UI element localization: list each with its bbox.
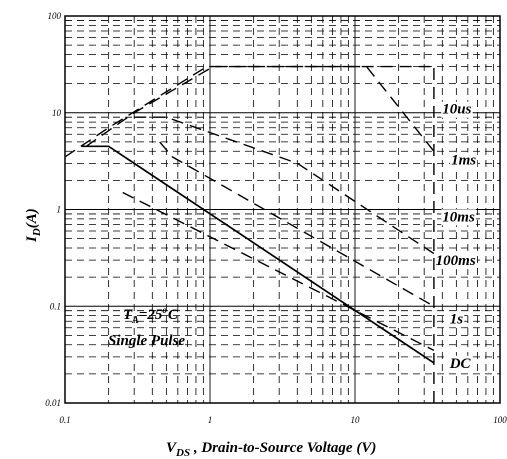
curve-label-background [450, 152, 478, 169]
annotation-unit: C [168, 307, 179, 323]
x-axis-label-main: V [166, 440, 178, 456]
series-dc [81, 145, 435, 364]
annotation-temperature: TA=25oC [123, 305, 179, 326]
y-tick-label: 0.1 [50, 301, 61, 311]
y-tick-label: 0.01 [45, 398, 61, 408]
x-tick-label: 100 [493, 415, 507, 425]
curve-label-dc: DC [447, 355, 473, 372]
series-1s [122, 191, 435, 352]
y-axis-label: ID(A) [24, 208, 43, 243]
series-group [64, 65, 435, 403]
y-axis-label-rest: (A) [24, 208, 40, 228]
series-10us [64, 65, 434, 158]
curve-label-text: 100ms [436, 253, 476, 269]
curve-label-text: DC [449, 356, 472, 372]
x-axis-label: VDS , Drain-to-Source Voltage (V) [166, 440, 376, 459]
curve-label-text: 10ms [442, 209, 475, 225]
series-1ms [85, 65, 435, 152]
curve-label-text: 1s [450, 311, 464, 327]
plot-frame [64, 15, 501, 404]
x-axis-label-rest: , Drain-to-Source Voltage (V) [190, 440, 376, 456]
x-axis-label-subscript: DS [175, 447, 190, 459]
annotation-degree: o [162, 305, 167, 315]
series-100ms [159, 141, 435, 307]
curve-label-background [447, 355, 473, 372]
x-tick-label: 1 [208, 415, 213, 425]
x-tick-label: 0.1 [59, 415, 70, 425]
curve-label-10ms: 10ms [441, 209, 476, 226]
curve-label-text: 1ms [451, 152, 476, 168]
curve-label-text: 10us [442, 102, 471, 118]
curve-label-10us: 10us [441, 101, 473, 118]
curve-label-100ms: 100ms [434, 253, 477, 270]
series-10ms [134, 116, 435, 255]
annotation-t-subscript: A [131, 315, 139, 326]
curve-label-background [434, 253, 477, 270]
curve-label-background [441, 209, 476, 226]
annotation-value: =25 [139, 307, 163, 323]
annotation-t: T [123, 307, 133, 323]
curve-labels: 10us 1ms 10ms 100ms 1s DC [434, 101, 478, 372]
y-tick-label: 1 [57, 205, 62, 215]
x-tick-label: 10 [351, 415, 361, 425]
y-tick-label: 100 [48, 11, 62, 21]
y-axis-label-main: I [24, 235, 40, 243]
y-axis-label-subscript: D [31, 228, 43, 237]
curve-label-background [441, 101, 473, 118]
y-tick-label: 10 [52, 108, 62, 118]
annotation-single-pulse: Single Pulse [108, 333, 185, 349]
curve-label-1s: 1s [448, 311, 465, 328]
curve-label-background [448, 311, 465, 328]
tick-labels: 0.1 1 10 100 0.01 0.1 1 10 100 [45, 11, 507, 425]
curve-label-1ms: 1ms [450, 152, 478, 169]
